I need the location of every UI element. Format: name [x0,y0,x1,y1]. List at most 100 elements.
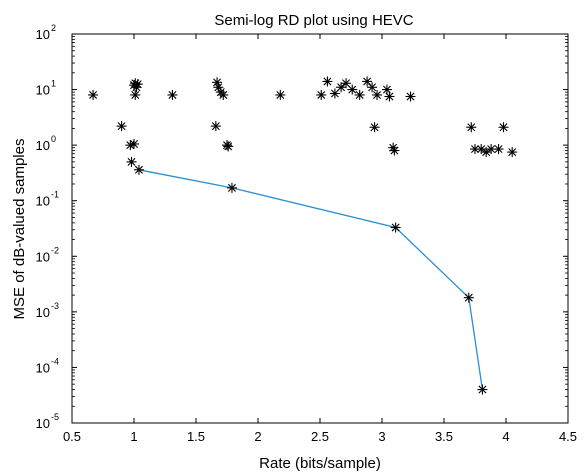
y-tick-label: 10 [36,27,50,42]
data-point [507,147,518,158]
y-tick-exponent: -4 [51,356,59,366]
asterisk-stroke [499,123,508,132]
data-point [463,292,474,303]
asterisk-stroke [471,145,479,154]
y-tick-exponent: 2 [51,23,56,33]
y-tick-exponent: 1 [51,79,56,89]
asterisk-stroke [508,148,517,157]
data-point [126,156,137,167]
data-point [88,89,99,100]
y-tick-label: 10 [36,416,50,431]
asterisk-stroke [348,85,357,94]
data-point [384,91,395,102]
asterisk-stroke [363,77,372,86]
asterisk-stroke [276,90,285,99]
x-tick-label: 3 [378,429,385,444]
data-point [347,84,358,95]
y-tick-label: 10 [36,249,50,264]
asterisk-stroke [323,77,332,86]
data-point [354,89,365,100]
x-tick-label: 4 [502,429,509,444]
data-point [329,88,340,99]
x-tick-label: 1 [130,429,137,444]
asterisk-stroke [330,89,339,98]
asterisk-stroke [213,78,222,87]
y-tick-exponent: -5 [51,412,59,422]
asterisk-stroke [117,122,126,131]
data-point [498,122,509,133]
asterisk-stroke [373,90,382,99]
data-point [369,122,380,133]
asterisk-stroke [391,223,400,232]
data-point [129,138,139,149]
data-point [210,121,221,132]
data-point [226,182,237,193]
data-point [341,78,352,89]
asterisk-stroke [214,83,223,92]
data-point [372,89,383,100]
asterisk-stroke [342,79,351,88]
y-tick-exponent: 0 [51,134,56,144]
data-point [116,121,127,132]
asterisk-stroke [131,90,140,99]
y-tick-label: 10 [36,138,50,153]
asterisk-stroke [406,92,415,101]
data-markers [88,76,518,395]
asterisk-stroke [219,90,228,99]
asterisk-stroke [382,85,391,94]
asterisk-stroke [487,145,496,154]
asterisk-stroke [133,80,142,89]
y-tick-label: 10 [36,305,50,320]
data-point [223,141,234,152]
data-point [381,84,392,95]
data-point [389,145,400,156]
asterisk-stroke [464,293,473,302]
asterisk-stroke [478,385,487,394]
asterisk-stroke [127,157,136,166]
data-point [493,144,504,155]
asterisk-stroke [390,146,399,155]
x-tick-label: 4.5 [559,429,577,444]
data-point [362,76,373,87]
x-axis: 0.5 1 1.5 2 2.5 3 3.5 4 4.5 [63,34,577,444]
x-tick-label: 1.5 [187,429,205,444]
x-tick-label: 2.5 [311,429,329,444]
asterisk-stroke [494,145,503,154]
data-point [218,89,229,100]
asterisk-stroke [317,90,326,99]
data-point [477,384,488,395]
data-point [322,76,333,87]
asterisk-stroke [355,90,364,99]
y-tick-label: 10 [36,360,50,375]
x-tick-label: 3.5 [435,429,453,444]
y-tick-exponent: -1 [51,190,59,200]
data-point [275,89,286,100]
data-point [167,89,178,100]
asterisk-stroke [211,122,220,131]
asterisk-stroke [168,90,177,99]
y-tick-label: 10 [36,83,50,98]
data-point [132,79,143,90]
asterisk-stroke [477,145,486,154]
y-tick-exponent: -2 [51,245,59,255]
asterisk-stroke [370,123,379,132]
x-tick-label: 2 [254,429,261,444]
asterisk-stroke [224,142,233,151]
y-axis-label: MSE of dB-valued samples [11,139,28,320]
y-tick-exponent: -3 [51,301,59,311]
asterisk-stroke [368,83,377,92]
data-point [133,164,144,175]
data-point [367,82,378,93]
asterisk-stroke [89,90,98,99]
x-tick-label: 0.5 [63,429,81,444]
asterisk-stroke [227,183,236,192]
chart-title: Semi-log RD plot using HEVC [214,12,413,29]
data-point [405,91,416,102]
data-point [130,89,141,100]
data-point [336,82,347,93]
asterisk-stroke [130,139,138,148]
asterisk-stroke [482,148,491,157]
asterisk-stroke [385,92,394,101]
